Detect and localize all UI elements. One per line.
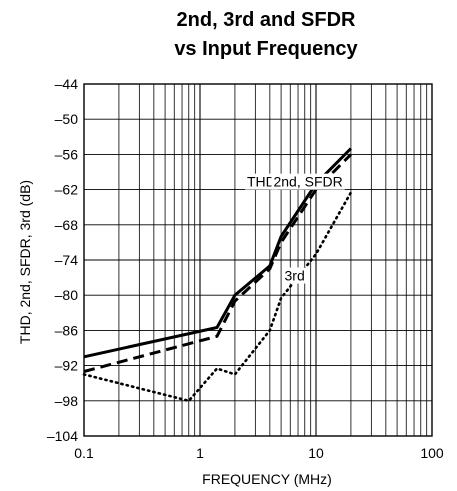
- annotation-text: 2nd, SFDR: [273, 174, 342, 190]
- annotation-text: 3rd: [285, 268, 305, 284]
- grid: [84, 84, 432, 436]
- annotation-background: [244, 173, 278, 190]
- x-tick-label: 0.1: [74, 445, 94, 461]
- x-tick-label: 10: [308, 445, 324, 461]
- series-annotation: THD: [244, 173, 278, 190]
- annotation-background: [282, 267, 307, 284]
- y-axis-label: THD, 2nd, SFDR, 3rd (dB): [17, 180, 33, 344]
- series-annotation: 3rd: [282, 267, 307, 284]
- y-tick-label: –92: [55, 358, 79, 374]
- y-tick-label: –86: [55, 322, 79, 338]
- plot-area-border: [83, 83, 433, 437]
- plot-frame: [83, 83, 433, 437]
- y-tick-label: –80: [55, 287, 79, 303]
- x-axis-label: FREQUENCY (MHz): [202, 471, 332, 487]
- y-tick-label: –74: [55, 252, 79, 268]
- series-annotation: 2nd, SFDR: [271, 173, 345, 190]
- x-tick-label: 100: [420, 445, 444, 461]
- y-tick-label: –104: [47, 428, 78, 444]
- y-tick-labels: –104 –98 –92 –86 –80 –74 –68 –62 –56 –50 –44: [47, 76, 78, 444]
- x-tick-labels: 0.1 1 10 100: [74, 445, 444, 461]
- annotation-background: [271, 173, 345, 190]
- series-line-3rd: [82, 191, 353, 403]
- y-tick-label: –50: [55, 111, 79, 127]
- y-tick-label: –62: [55, 182, 79, 198]
- y-tick-label: –56: [55, 146, 79, 162]
- x-tick-label: 1: [196, 445, 204, 461]
- chart-title-line-2: vs Input Frequency: [174, 38, 358, 60]
- chart-title-line-1: 2nd, 3rd and SFDR: [177, 9, 356, 31]
- y-tick-label: –98: [55, 393, 79, 409]
- y-tick-label: –44: [55, 76, 79, 92]
- annotation-text: THD: [247, 174, 276, 190]
- y-tick-label: –68: [55, 217, 79, 233]
